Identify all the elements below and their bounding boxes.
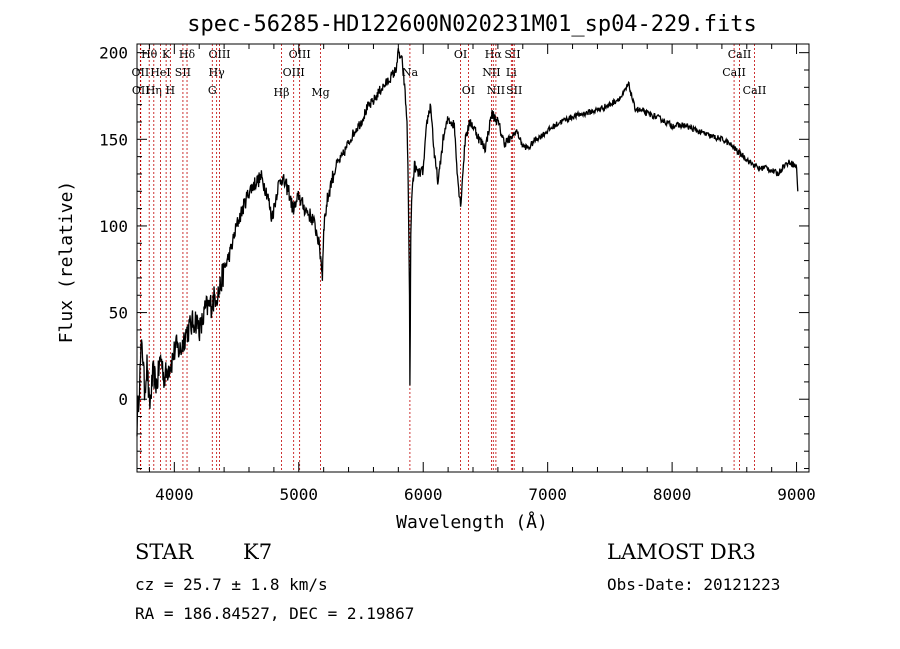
line-marker-label: CaII: [722, 66, 746, 79]
line-marker-label: OII: [132, 84, 150, 97]
object-subclass: K7: [243, 540, 273, 564]
line-marker-label: K: [162, 48, 171, 61]
line-marker-label: Hη: [146, 84, 162, 97]
y-tick-label: 100: [99, 217, 128, 236]
line-marker-label: CaII: [743, 84, 767, 97]
survey-name: LAMOST DR3: [607, 540, 756, 564]
plot-frame: [136, 43, 810, 473]
line-marker-label: Hα: [485, 48, 503, 61]
line-marker-label: HeI: [150, 66, 170, 79]
y-tick-label: 200: [99, 44, 128, 63]
ra-dec-line: RA = 186.84527, DEC = 2.19867: [135, 604, 415, 623]
line-marker-label: SII: [504, 48, 520, 61]
line-marker-label: CaII: [728, 48, 752, 61]
line-marker-label: OIII: [289, 48, 311, 61]
x-axis-label: Wavelength (Å): [396, 511, 548, 533]
obs-date: Obs-Date: 20121223: [607, 575, 781, 594]
object-class: STAR: [135, 540, 194, 564]
y-axis-label: Flux (relative): [56, 181, 77, 344]
line-marker-label: OIII: [283, 66, 305, 79]
x-tick-label: 8000: [653, 485, 692, 504]
y-tick-label: 150: [99, 130, 128, 149]
redshift-line: cz = 25.7 ± 1.8 km/s: [135, 575, 328, 594]
y-tick-label: 0: [118, 390, 128, 409]
x-tick-label: 6000: [404, 485, 443, 504]
line-marker-label: NII: [482, 66, 500, 79]
line-marker-label: OI: [462, 84, 475, 97]
line-marker-label: H: [166, 84, 176, 97]
line-marker-label: Mg: [311, 86, 329, 99]
line-marker-label: OI: [454, 48, 467, 61]
line-marker-label: Hδ: [179, 48, 196, 61]
x-tick-label: 5000: [280, 485, 319, 504]
line-marker-label: NII: [487, 84, 505, 97]
x-tick-label: 7000: [528, 485, 567, 504]
x-tick-label: 9000: [777, 485, 816, 504]
spectrum-series: [136, 48, 799, 437]
line-marker-label: Hθ: [141, 48, 158, 61]
y-tick-label: 50: [109, 304, 128, 323]
x-tick-label: 4000: [155, 485, 194, 504]
line-marker-label: Hγ: [209, 66, 226, 79]
line-marker-label: OIII: [208, 48, 230, 61]
line-marker-label: Li: [506, 66, 517, 79]
line-marker-label: Hβ: [274, 86, 290, 99]
line-marker-label: SII: [506, 84, 522, 97]
line-marker-label: SII: [175, 66, 191, 79]
axis-ticks: 4000 5000 6000 7000 8000 9000 0 50 100 150 200: [99, 44, 816, 504]
chart-title: spec-56285-HD122600N020231M01_sp04-229.f…: [187, 12, 757, 37]
line-marker-label: G: [208, 84, 217, 97]
line-marker-label: Na: [402, 66, 419, 79]
